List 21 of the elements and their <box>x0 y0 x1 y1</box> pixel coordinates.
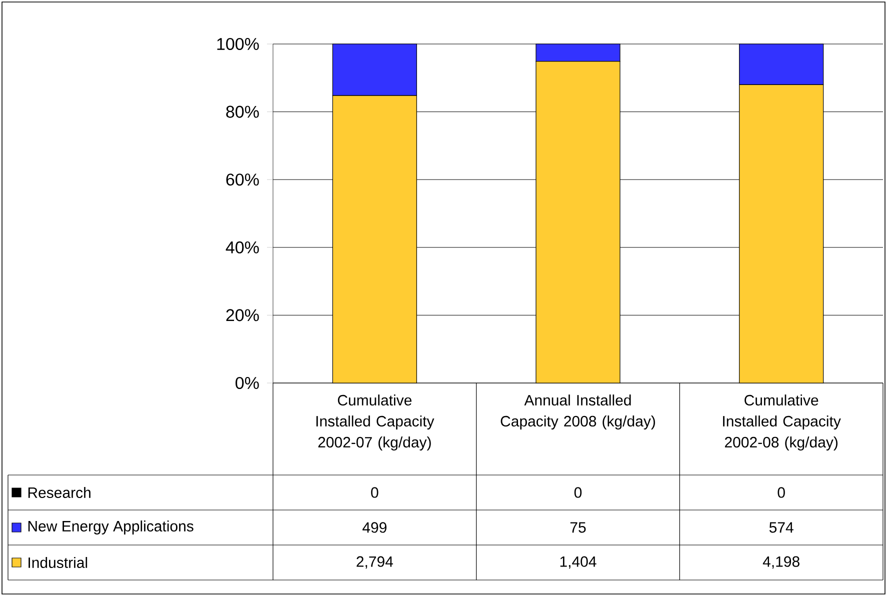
y-tick-label: 40% <box>226 241 259 254</box>
x-tick-label: Cumulative Installed Capacity 2002-07 (kg/day) <box>316 394 434 450</box>
text: 0 <box>371 487 378 498</box>
legend-label: Research <box>28 486 90 498</box>
text: 2,794 <box>356 556 393 569</box>
y-tick-label: 60% <box>226 174 259 186</box>
text: 574 <box>769 522 794 533</box>
y-tick-label: 100% <box>217 38 259 50</box>
text: 499 <box>362 522 386 533</box>
y-tick-label: 80% <box>226 106 259 118</box>
text: 0 <box>778 487 785 498</box>
legend-label: New Energy Applications <box>28 520 194 534</box>
text: 0 <box>574 487 582 498</box>
y-tick-label: 20% <box>226 309 259 322</box>
y-tick-label: 0% <box>236 376 259 390</box>
text: 1,404 <box>560 556 596 569</box>
legend-label: Industrial <box>28 556 88 568</box>
text: 75 <box>570 522 586 533</box>
x-tick-label: Cumulative Installed Capacity 2002-08 (kg/day) <box>723 394 841 450</box>
x-tick-label: Annual Installed Capacity 2008 (kg/day) <box>500 394 655 430</box>
text: 4,198 <box>762 556 800 569</box>
